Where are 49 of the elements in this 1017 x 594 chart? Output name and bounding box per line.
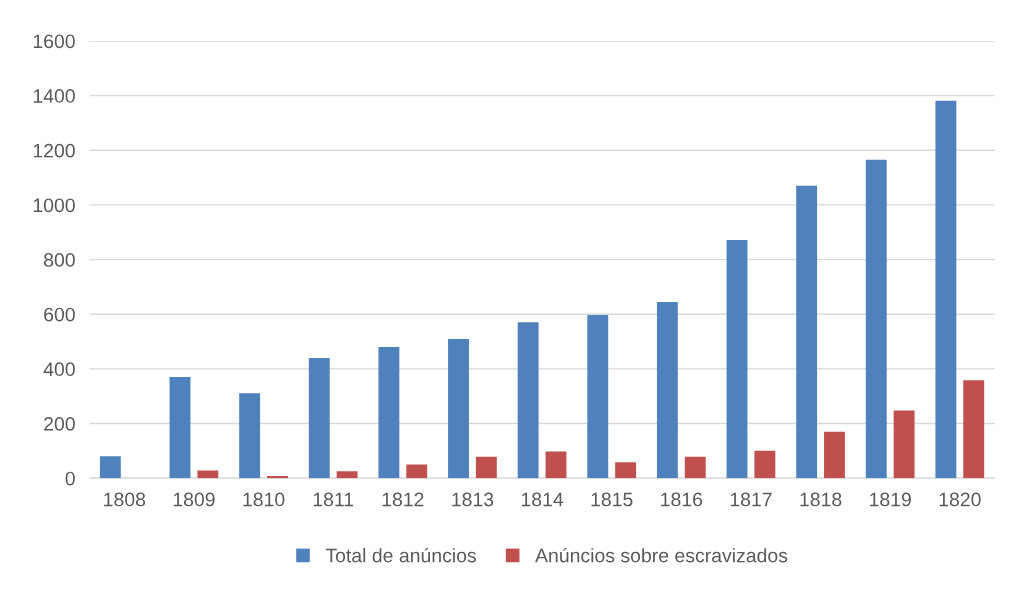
- bar: [517, 322, 539, 479]
- bar: [893, 410, 915, 479]
- bar: [684, 456, 706, 479]
- bar: [169, 377, 191, 479]
- x-tick-label: 1808: [104, 492, 146, 507]
- bar: [336, 471, 358, 479]
- y-tick-label: 1600: [33, 34, 75, 49]
- y-tick-label: 1000: [33, 198, 75, 213]
- bar: [796, 185, 818, 479]
- bar: [197, 470, 219, 479]
- bar: [475, 456, 497, 479]
- bar: [406, 464, 428, 479]
- bar: [378, 347, 400, 479]
- bar: [935, 100, 957, 479]
- y-tick-label: 200: [44, 416, 75, 431]
- bar: [448, 339, 469, 479]
- bar: [545, 451, 567, 479]
- x-tick-label: 1816: [661, 492, 703, 507]
- bar: [726, 239, 748, 479]
- y-tick-label: 1200: [33, 143, 75, 158]
- bar: [99, 456, 121, 479]
- bar: [656, 301, 678, 479]
- x-tick-label: 1810: [243, 492, 285, 507]
- bar: [824, 431, 845, 479]
- x-tick-label: 1813: [452, 492, 494, 507]
- bar: [865, 159, 887, 479]
- x-tick-label: 1811: [313, 492, 354, 507]
- y-tick-label: 1400: [33, 89, 75, 103]
- bar: [267, 475, 288, 479]
- x-tick-label: 1818: [800, 492, 842, 507]
- legend-label: Anúncios sobre escravizados: [535, 547, 788, 563]
- x-tick-label: 1817: [730, 492, 772, 507]
- x-tick-label: 1815: [591, 492, 633, 507]
- bar: [587, 315, 609, 479]
- x-tick-label: 1814: [521, 492, 564, 507]
- bar: [754, 450, 776, 479]
- legend-label: Total de anúncios: [325, 547, 476, 563]
- bar: [239, 393, 261, 479]
- bar: [308, 357, 330, 479]
- x-tick-label: 1812: [382, 492, 424, 507]
- y-tick-label: 800: [44, 253, 75, 267]
- bar: [963, 380, 985, 479]
- x-tick-label: 1819: [870, 492, 911, 507]
- x-tick-label: 1809: [173, 492, 215, 507]
- y-tick-label: 0: [65, 471, 75, 486]
- bar: [615, 462, 637, 479]
- y-tick-label: 400: [43, 362, 75, 377]
- y-tick-label: 600: [44, 307, 75, 322]
- x-tick-label: 1820: [939, 492, 981, 507]
